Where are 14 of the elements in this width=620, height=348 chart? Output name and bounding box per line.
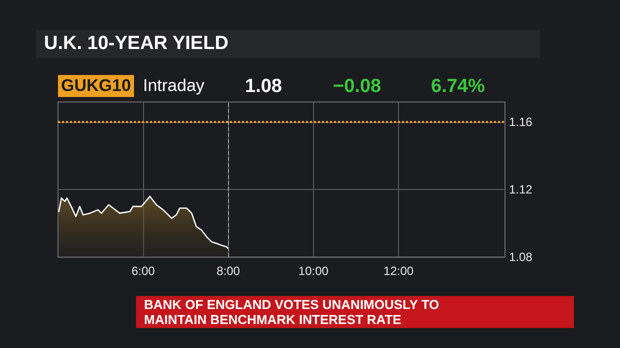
text: 1.08: [245, 76, 282, 98]
x-tick-label: 6:00: [131, 264, 156, 278]
text: Intraday: [143, 76, 204, 96]
text: BANK OF ENGLAND VOTES UNANIMOUSLY TO MAINTAIN BENCHMARK INTEREST RATE: [136, 296, 574, 328]
text: −0.08: [333, 76, 382, 98]
x-tick-label: 10:00: [298, 264, 329, 278]
text: 6.74%: [431, 76, 485, 98]
y-tick-label: 1.12: [509, 182, 533, 197]
y-tick-label: 1.08: [509, 250, 533, 264]
chart-title: U.K. 10-YEAR YIELD: [44, 33, 228, 55]
x-tick-label: 8:00: [216, 264, 240, 278]
x-tick-label: 12:00: [384, 264, 414, 278]
text: GUKG10: [58, 75, 134, 97]
y-tick-label: 1.16: [509, 115, 533, 130]
